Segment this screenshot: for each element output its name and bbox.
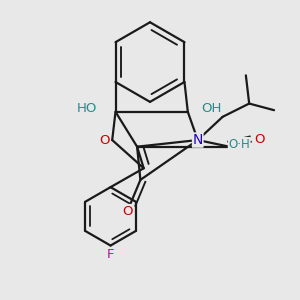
Text: HO: HO [77, 102, 98, 115]
Text: O·H: O·H [228, 137, 250, 151]
Text: O: O [122, 205, 132, 218]
Text: O: O [100, 134, 110, 146]
Text: F: F [107, 248, 114, 261]
Text: N: N [193, 133, 203, 147]
Text: O: O [254, 133, 264, 146]
Text: OH: OH [201, 102, 221, 115]
